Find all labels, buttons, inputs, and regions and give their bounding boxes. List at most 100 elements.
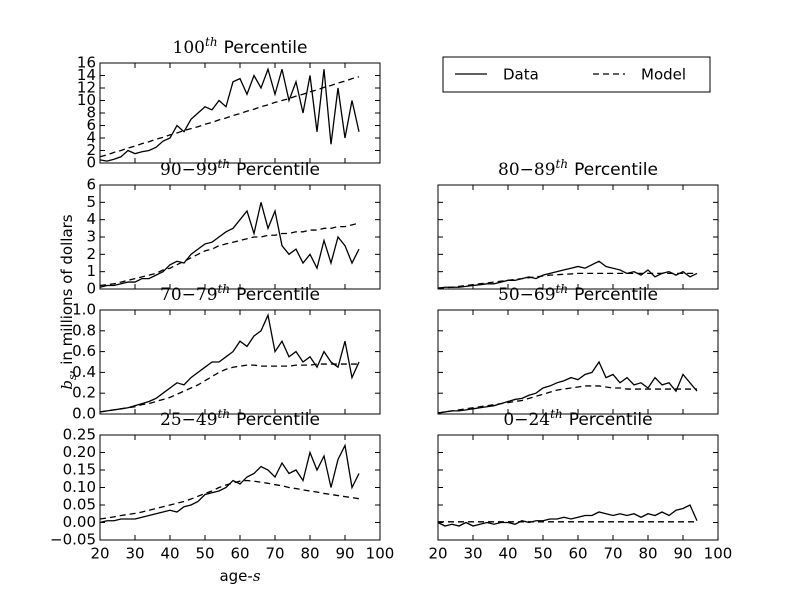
- y-tick-label: 0.20: [63, 443, 96, 461]
- x-tick-label: 80: [300, 545, 319, 563]
- y-tick-label: 0.6: [72, 342, 96, 360]
- data-line: [99, 76, 360, 158]
- title-number: 70−79: [160, 285, 218, 305]
- x-tick-label: 90: [673, 545, 692, 563]
- y-tick-label: 1: [86, 262, 96, 280]
- y-tick-label: 0.00: [63, 513, 96, 531]
- y-tick-label: 0: [86, 154, 96, 172]
- panel: 0.00.20.40.60.81.070−79th Percentile: [72, 282, 381, 423]
- legend-label: Model: [641, 66, 686, 84]
- y-tick-label: 0.15: [63, 461, 96, 479]
- panel-title: 80−89th Percentile: [498, 157, 658, 180]
- y-tick-label: 0.8: [72, 321, 96, 339]
- title-number: 0−24: [503, 410, 550, 430]
- panel-title: 50−69th Percentile: [498, 282, 658, 305]
- y-tick-label: 8: [86, 104, 96, 122]
- x-tick-label: 20: [90, 545, 109, 563]
- data-line: [99, 202, 360, 288]
- y-tick-label: 0.4: [72, 363, 96, 381]
- x-tick-label: 100: [366, 545, 395, 563]
- data-line: [437, 272, 697, 289]
- y-tick-label: 5: [86, 193, 96, 211]
- data-line: [437, 360, 698, 414]
- x-tick-label: 40: [160, 545, 179, 563]
- title-number: 80−89: [498, 160, 556, 180]
- panel-title: 25−49th Percentile: [160, 407, 320, 430]
- y-tick-label: −0.05: [50, 531, 96, 549]
- x-tick-label: 50: [195, 545, 214, 563]
- y-tick-label: 0.05: [63, 496, 96, 514]
- y-tick-label: 12: [77, 79, 96, 97]
- data-line: [437, 385, 697, 414]
- title-superscript: th: [218, 282, 231, 296]
- y-label-text: , in millions of dollars: [58, 214, 76, 374]
- panel-title: 90−99th Percentile: [160, 157, 320, 180]
- x-tick-label: 20: [428, 545, 447, 563]
- y-tick-label: 1.0: [72, 301, 96, 319]
- legend-box: [442, 56, 711, 93]
- x-tick-label: 40: [498, 545, 517, 563]
- panel: −0.050.000.050.100.150.200.25 20 30 40 50 60 7…: [50, 407, 394, 563]
- panel-title: 70−79th Percentile: [160, 282, 320, 305]
- x-tick-label: 60: [568, 545, 587, 563]
- y-tick-label: 6: [86, 116, 96, 134]
- y-label-sub: s: [66, 374, 79, 380]
- y-tick-label: 2: [86, 245, 96, 263]
- data-line: [99, 313, 360, 413]
- title-text: Percentile: [569, 410, 653, 430]
- y-tick-label: 0.0: [72, 405, 96, 423]
- x-tick-label: 50: [533, 545, 552, 563]
- title-text: Percentile: [574, 285, 658, 305]
- data-line: [99, 363, 359, 413]
- y-tick-label: 16: [77, 54, 96, 72]
- x-tick-label: 90: [335, 545, 354, 563]
- y-tick-label: 0: [86, 280, 96, 298]
- title-text: Percentile: [574, 160, 658, 180]
- y-label-var: b: [58, 380, 76, 390]
- legend: Data Model: [442, 56, 711, 93]
- x-label-var: s: [253, 567, 261, 585]
- y-axis-label: bs, in millions of dollars: [58, 214, 79, 389]
- y-tick-label: 14: [77, 66, 96, 84]
- title-superscript: th: [218, 157, 231, 171]
- panel-title: 100th Percentile: [173, 35, 308, 58]
- panel: 20 30 40 50 60 70 80 90 100 0−24th Percentile: [428, 407, 732, 563]
- y-tick-label: 10: [77, 91, 96, 109]
- title-superscript: th: [218, 407, 231, 421]
- title-superscript: th: [556, 157, 569, 171]
- panel: 80−89th Percentile: [437, 157, 719, 290]
- x-tick-label: 60: [230, 545, 249, 563]
- x-tick-label: 70: [603, 545, 622, 563]
- title-superscript: th: [205, 35, 218, 49]
- title-number: 50−69: [498, 285, 556, 305]
- x-tick-label: 30: [463, 545, 482, 563]
- panel: 50−69th Percentile: [437, 282, 719, 415]
- title-number: 100: [173, 38, 205, 58]
- x-tick-label: 80: [638, 545, 657, 563]
- x-tick-label: 30: [125, 545, 144, 563]
- y-tick-label: 4: [86, 210, 96, 228]
- legend-label: Data: [503, 66, 539, 84]
- title-text: Percentile: [236, 160, 320, 180]
- title-text: Percentile: [236, 285, 320, 305]
- title-superscript: th: [556, 282, 569, 296]
- x-tick-label: 100: [704, 545, 733, 563]
- y-tick-label: 4: [86, 129, 96, 147]
- x-tick-label: 70: [265, 545, 284, 563]
- title-number: 90−99: [160, 160, 218, 180]
- data-line: [99, 222, 360, 287]
- data-line: [99, 67, 360, 162]
- y-tick-label: 2: [86, 141, 96, 159]
- data-line: [437, 260, 698, 289]
- title-superscript: th: [550, 407, 563, 421]
- title-number: 25−49: [160, 410, 218, 430]
- x-label-text: age-: [219, 567, 252, 585]
- y-tick-label: 6: [86, 176, 96, 194]
- y-tick-label: 0.25: [63, 426, 96, 444]
- title-text: Percentile: [236, 410, 320, 430]
